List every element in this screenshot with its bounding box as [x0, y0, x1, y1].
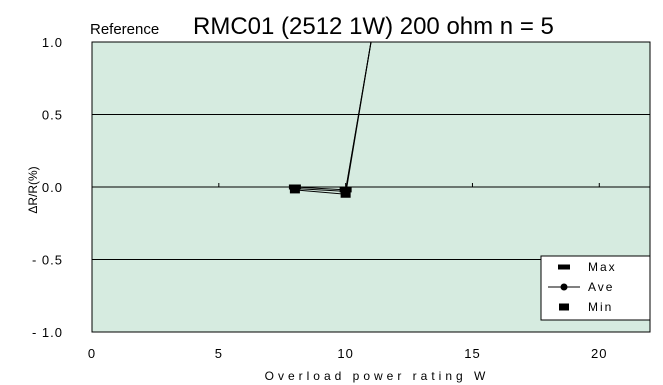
- x-tick-label: 15: [464, 346, 480, 361]
- legend-marker: [560, 283, 568, 291]
- data-point-min: [340, 190, 351, 198]
- y-tick-label: 0.5: [42, 108, 63, 123]
- y-tick-label: - 1.0: [32, 325, 63, 340]
- legend-item-max: Max: [558, 260, 617, 274]
- legend-item-ave: Ave: [548, 280, 614, 294]
- x-tick-label: 10: [337, 346, 353, 361]
- chart-title-prefix: Reference: [90, 21, 159, 38]
- legend-label: Max: [588, 260, 617, 274]
- chart-title: RMC01 (2512 1W) 200 ohm n = 5: [193, 13, 554, 40]
- data-point-min: [289, 186, 300, 194]
- legend-item-min: Min: [559, 300, 613, 314]
- legend-marker: [558, 264, 570, 270]
- y-axis-label: ΔR/R(%): [26, 166, 40, 213]
- y-tick-label: 0.0: [42, 180, 63, 195]
- y-tick-label: - 0.5: [32, 253, 63, 268]
- x-axis-label: Overload power rating W: [265, 369, 490, 383]
- legend-label: Ave: [588, 280, 614, 294]
- x-tick-label: 5: [215, 346, 223, 361]
- legend: Max Ave Min: [540, 255, 651, 321]
- x-axis-ticks: 0 5 10 15 20: [88, 183, 607, 361]
- legend-marker: [559, 303, 569, 311]
- legend-label: Min: [588, 300, 613, 314]
- x-tick-label: 0: [88, 346, 96, 361]
- series-layer: [288, 42, 372, 198]
- y-axis-ticks: 1.0 0.5 0.0 - 0.5 - 1.0: [32, 35, 63, 340]
- x-tick-label: 20: [591, 346, 607, 361]
- y-tick-label: 1.0: [42, 35, 63, 50]
